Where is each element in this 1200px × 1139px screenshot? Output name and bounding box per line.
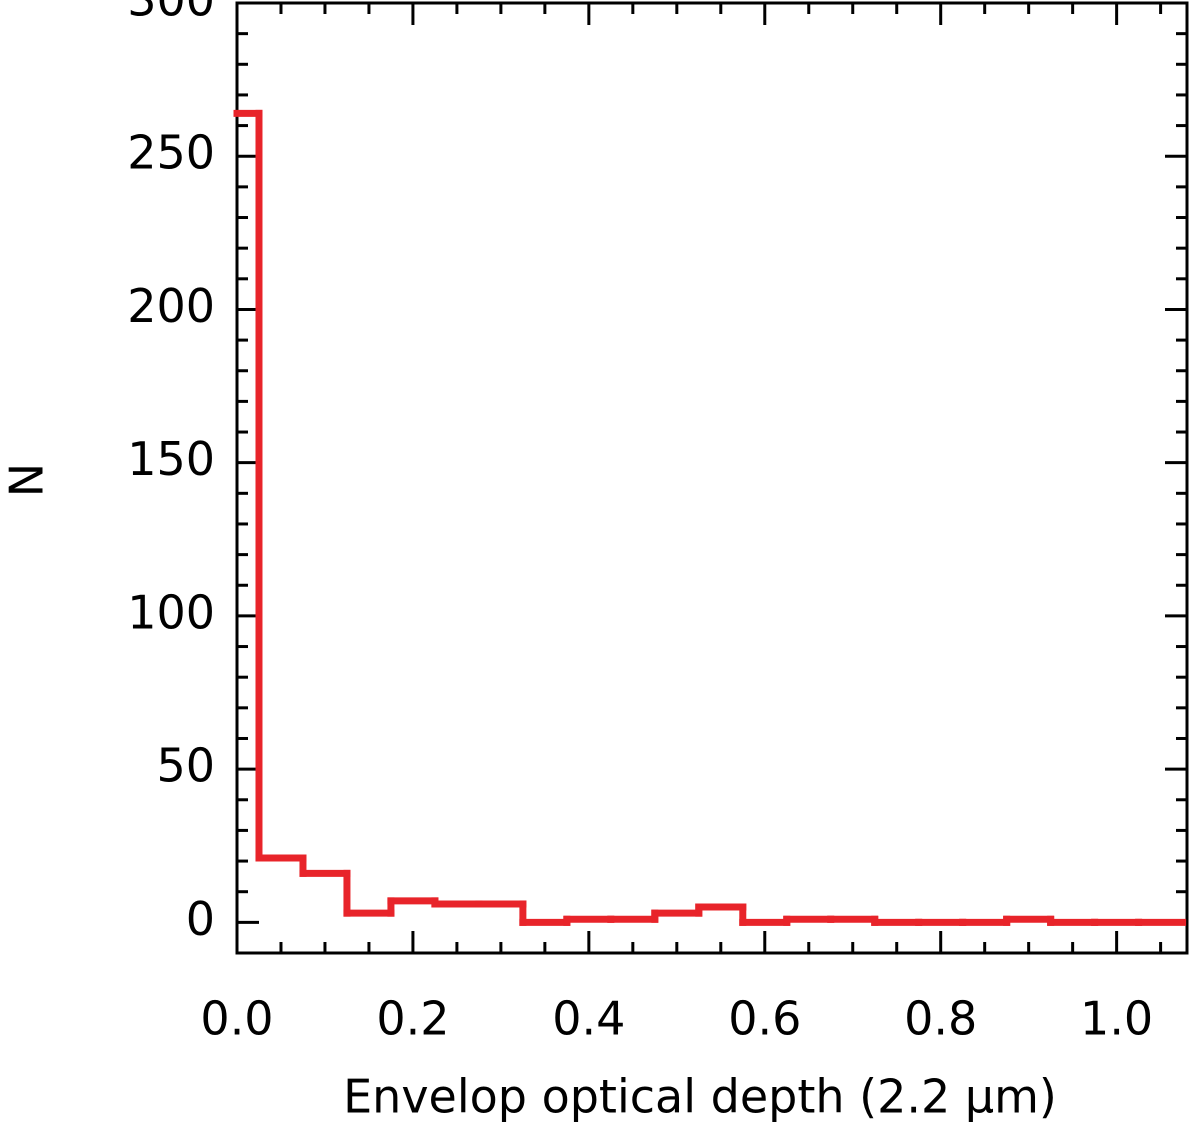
x-tick-label: 1.0 — [1080, 992, 1153, 1046]
y-tick-label: 200 — [127, 279, 215, 333]
plot-frame — [235, 1, 1189, 955]
x-tick-label: 0.8 — [904, 992, 977, 1046]
y-axis-label: N — [0, 463, 54, 497]
x-tick-label: 0.6 — [728, 992, 801, 1046]
x-tick-label: 0.0 — [200, 992, 273, 1046]
y-tick-label: 0 — [186, 892, 215, 946]
y-tick-label: 50 — [156, 739, 215, 793]
y-tick-label: 100 — [127, 585, 215, 639]
y-tick-label: 250 — [127, 126, 215, 180]
x-tick-label: 0.4 — [552, 992, 625, 1046]
x-axis-label: Envelop optical depth (2.2 μm) — [343, 1070, 1057, 1124]
x-tick-label: 0.2 — [376, 992, 449, 1046]
y-tick-label: 300 — [127, 0, 215, 27]
y-tick-label: 150 — [127, 432, 215, 486]
